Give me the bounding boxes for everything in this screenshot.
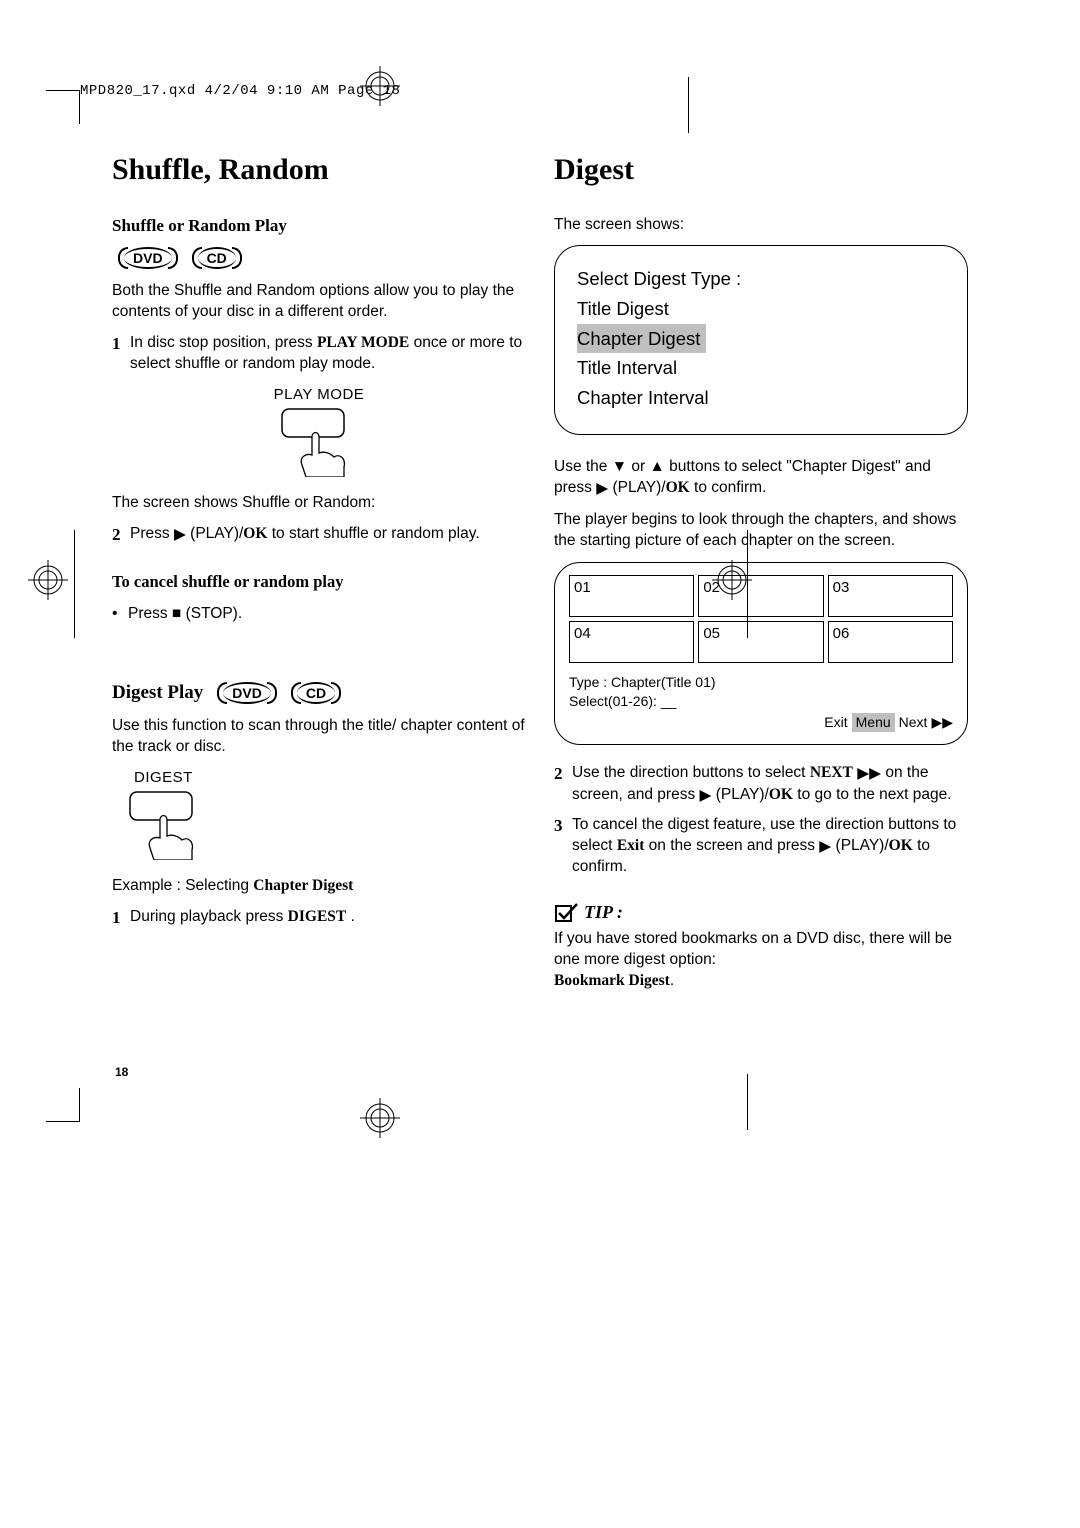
step-1: 1 In disc stop position, press PLAY MODE… <box>112 333 526 375</box>
digest-button-illustration: DIGEST <box>112 768 526 860</box>
step-number: 3 <box>554 815 572 879</box>
digest-step-3: 3 To cancel the digest feature, use the … <box>554 815 968 879</box>
digest-step-2: 2 Use the direction buttons to select NE… <box>554 763 968 807</box>
bold: NEXT <box>810 764 853 781</box>
step-number: 1 <box>112 907 130 930</box>
osd-digest-type: Select Digest Type : Title Digest Chapte… <box>554 245 968 435</box>
player-begins-text: The player begins to look through the ch… <box>554 510 968 552</box>
osd-type-line: Type : Chapter(Title 01) <box>569 673 953 692</box>
dvd-pill: DVD <box>124 247 172 269</box>
osd-line: Chapter Interval <box>577 383 945 413</box>
next-icon: ▶▶ <box>931 713 953 732</box>
play-icon: ▶ <box>596 479 608 500</box>
text: (PLAY)/ <box>612 479 665 496</box>
text: Use the direction buttons to select <box>572 764 810 781</box>
step-number: 1 <box>112 333 130 375</box>
dvd-pill: DVD <box>223 682 271 704</box>
subheading-shuffle: Shuffle or Random Play <box>112 215 526 238</box>
bold: Exit <box>617 837 645 854</box>
tip-heading: TIP : <box>554 900 968 924</box>
osd-exit: Exit <box>824 713 847 732</box>
next-icon: ▶▶ <box>857 764 881 785</box>
step-text: Press <box>130 525 174 542</box>
cancel-bullet: • Press ■ (STOP). <box>112 604 526 625</box>
osd-select-line: Select(01-26): __ <box>569 692 953 711</box>
registration-mark <box>360 1098 400 1138</box>
digest-play-heading: Digest Play DVD CD <box>112 680 526 706</box>
digest-step-1: 1 During playback press DIGEST . <box>112 907 526 930</box>
step-text: (PLAY)/ <box>190 525 243 542</box>
grid-cell: 03 <box>828 575 953 617</box>
step-number: 2 <box>112 524 130 547</box>
disc-pill-row: DVD CD <box>124 247 526 269</box>
check-icon <box>554 902 578 924</box>
hand-press-icon <box>264 407 374 477</box>
bold: Chapter Digest <box>253 877 353 894</box>
left-column: Shuffle, Random Shuffle or Random Play D… <box>112 150 526 1001</box>
play-icon: ▶ <box>819 837 831 858</box>
heading-text: Digest Play <box>112 680 203 706</box>
osd-line: Title Digest <box>577 294 945 324</box>
grid-cell: 02 <box>698 575 823 617</box>
step-2: 2 Press ▶ (PLAY)/OK to start shuffle or … <box>112 524 526 547</box>
osd-next: Next <box>899 713 928 732</box>
bold: OK <box>769 786 793 803</box>
grid-cell: 05 <box>698 621 823 663</box>
page-number: 18 <box>115 1064 128 1080</box>
crop-mark <box>747 1074 748 1130</box>
use-buttons-text: Use the ▼ or ▲ buttons to select "Chapte… <box>554 457 968 500</box>
heading-digest: Digest <box>554 150 968 191</box>
intro-text: Both the Shuffle and Random options allo… <box>112 281 526 323</box>
text: (PLAY)/ <box>836 837 889 854</box>
osd-line: Title Interval <box>577 353 945 383</box>
cd-pill: CD <box>198 247 236 269</box>
heading-shuffle: Shuffle, Random <box>112 150 526 191</box>
example-text: Example : Selecting <box>112 877 253 894</box>
bold: PLAY MODE <box>317 334 409 351</box>
step-text: to start shuffle or random play. <box>267 525 479 542</box>
example-line: Example : Selecting Chapter Digest <box>112 876 526 897</box>
right-column: Digest The screen shows: Select Digest T… <box>554 150 968 1001</box>
step-text: . <box>346 908 355 925</box>
text: on the screen and press <box>644 837 819 854</box>
button-label: PLAY MODE <box>274 385 365 405</box>
cancel-heading: To cancel shuffle or random play <box>112 571 526 593</box>
grid-cell: 01 <box>569 575 694 617</box>
play-icon: ▶ <box>700 786 712 807</box>
osd-highlight: Chapter Digest <box>577 324 706 354</box>
playmode-button-illustration: PLAY MODE <box>249 385 389 477</box>
bold: OK <box>243 525 267 542</box>
crop-mark <box>32 1074 80 1122</box>
digest-intro: Use this function to scan through the ti… <box>112 716 526 758</box>
screen-shows: The screen shows: <box>554 215 968 236</box>
osd-line: Select Digest Type : <box>577 264 945 294</box>
step-text: During playback press <box>130 908 288 925</box>
bold: Bookmark Digest <box>554 972 670 989</box>
text: If you have stored bookmarks on a DVD di… <box>554 930 952 968</box>
bold: OK <box>889 837 913 854</box>
osd-chapter-grid: 01 02 03 04 05 06 Type : Chapter(Title 0… <box>554 562 968 745</box>
bullet-icon: • <box>112 604 128 625</box>
after-button-text: The screen shows Shuffle or Random: <box>112 493 526 514</box>
bold: DIGEST <box>288 908 347 925</box>
play-icon: ▶ <box>174 525 186 546</box>
step-number: 2 <box>554 763 572 807</box>
hand-press-icon <box>124 790 234 860</box>
cd-pill: CD <box>297 682 335 704</box>
tip-label: TIP : <box>584 900 623 924</box>
cancel-text: Press ■ (STOP). <box>128 604 242 625</box>
osd-menu-highlight: Menu <box>852 713 895 732</box>
text: (PLAY)/ <box>716 786 769 803</box>
grid-cell: 06 <box>828 621 953 663</box>
text: . <box>670 972 674 989</box>
tip-text: If you have stored bookmarks on a DVD di… <box>554 929 968 992</box>
bold: OK <box>666 479 690 496</box>
step-text: In disc stop position, press <box>130 334 317 351</box>
button-label: DIGEST <box>134 768 193 788</box>
text: to go to the next page. <box>793 786 952 803</box>
grid-cell: 04 <box>569 621 694 663</box>
text: to confirm. <box>690 479 767 496</box>
